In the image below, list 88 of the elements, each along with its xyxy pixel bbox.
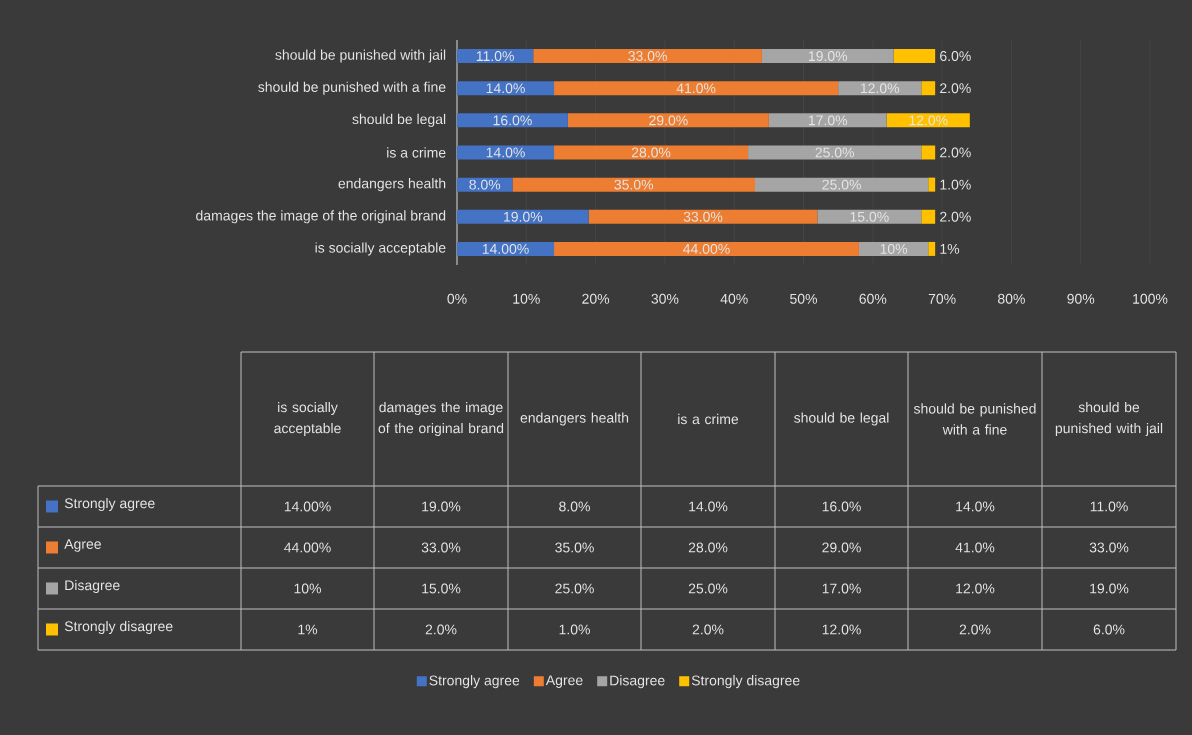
- text: Agree: [64, 539, 101, 552]
- text: 14.0%: [956, 501, 995, 512]
- category-label: damages the image of the original brand: [378, 401, 504, 437]
- text: 25.0%: [688, 583, 728, 594]
- data-label: 11.0%: [476, 51, 514, 62]
- legend-label: Agree: [545, 675, 583, 688]
- data-label: 15.0%: [850, 211, 889, 222]
- text: 19.0%: [1090, 583, 1129, 594]
- x-tick-label: 80%: [998, 293, 1025, 304]
- data-label: 12.0%: [909, 115, 948, 126]
- text: 33.0%: [421, 542, 461, 553]
- category-label: should be legal: [794, 412, 889, 426]
- data-label: 44.00%: [683, 243, 730, 254]
- data-label: 28.0%: [631, 147, 671, 158]
- text: 25.0%: [555, 583, 594, 594]
- text: 6.0%: [1093, 624, 1125, 635]
- text: 15.0%: [422, 583, 461, 594]
- y-tick-label: should be punished with a fine: [258, 81, 446, 95]
- category-label: should be punished with a fine: [913, 403, 1036, 435]
- data-label: 41.0%: [676, 83, 716, 94]
- text: Strongly disagree: [64, 620, 173, 635]
- y-tick-label: damages the image of the original brand: [196, 210, 446, 224]
- legend-label: Disagree: [610, 675, 665, 689]
- data-label: 25.0%: [822, 179, 861, 190]
- text: Strongly agree: [429, 675, 520, 689]
- x-tick-label: 10%: [513, 293, 540, 304]
- text: 16.0%: [822, 501, 861, 512]
- data-label: 14.0%: [486, 147, 525, 158]
- data-label: 17.0%: [808, 115, 848, 126]
- text: 35.0%: [555, 542, 594, 553]
- x-tick-label: 50%: [790, 293, 818, 304]
- data-label: 10%: [880, 243, 908, 254]
- data-label: 14.00%: [482, 243, 529, 254]
- data-label: 25.0%: [815, 147, 855, 158]
- text: Disagree: [65, 579, 120, 594]
- x-tick-label: 20%: [582, 293, 610, 304]
- text: 12.0%: [956, 583, 995, 594]
- text: 14.0%: [689, 501, 728, 512]
- data-label: 2.0%: [940, 83, 971, 94]
- data-label: 2.0%: [940, 211, 971, 222]
- text: 1.0%: [559, 624, 590, 635]
- text: 1%: [298, 624, 318, 635]
- data-label: 29.0%: [649, 115, 688, 126]
- x-tick-label: 100%: [1133, 293, 1168, 304]
- y-tick-label: is a crime: [387, 147, 446, 158]
- text: 10%: [294, 583, 322, 594]
- data-label: 8.0%: [469, 179, 501, 190]
- text: 11.0%: [1090, 501, 1128, 512]
- x-tick-label: 40%: [720, 293, 748, 304]
- text: 2.0%: [959, 624, 991, 635]
- text: 8.0%: [559, 501, 590, 512]
- text: 14.00%: [284, 501, 331, 512]
- data-label: 2.0%: [940, 147, 971, 158]
- y-tick-label: should be punished with jail: [275, 49, 446, 63]
- text: 19.0%: [422, 501, 461, 512]
- data-label: 19.0%: [504, 211, 543, 222]
- legend-label: Strongly agree: [64, 497, 155, 512]
- text: 41.0%: [955, 542, 995, 553]
- legend-label: Strongly disagree: [691, 675, 800, 689]
- x-tick-label: 70%: [928, 293, 956, 304]
- category-label: endangers health: [520, 412, 629, 426]
- x-tick-label: 0%: [447, 293, 467, 304]
- text: 2.0%: [692, 624, 724, 635]
- text: 44.00%: [284, 542, 331, 553]
- data-label: 14.0%: [486, 83, 525, 94]
- text: 12.0%: [822, 624, 861, 635]
- category-label: is a crime: [678, 413, 739, 425]
- x-tick-label: 60%: [859, 293, 887, 304]
- data-label: 16.0%: [493, 115, 532, 126]
- category-label: should be punished with jail: [1055, 401, 1163, 437]
- x-tick-label: 30%: [651, 293, 679, 304]
- text: 17.0%: [822, 583, 861, 594]
- y-tick-label: is socially acceptable: [315, 242, 446, 256]
- text: 28.0%: [688, 542, 728, 553]
- y-tick-label: endangers health: [338, 178, 446, 192]
- text: 2.0%: [425, 624, 457, 635]
- data-label: 6.0%: [940, 51, 971, 62]
- y-tick-label: should be legal: [352, 113, 446, 127]
- text: 29.0%: [822, 542, 861, 553]
- data-label: 1%: [940, 244, 960, 254]
- data-label: 33.0%: [683, 211, 723, 222]
- data-label: 12.0%: [860, 83, 900, 94]
- data-label: 19.0%: [808, 51, 848, 62]
- text: 33.0%: [1089, 542, 1129, 553]
- data-label: 33.0%: [628, 51, 667, 62]
- data-label: 1.0%: [940, 179, 971, 190]
- data-label: 35.0%: [614, 179, 654, 190]
- x-tick-label: 90%: [1067, 293, 1095, 304]
